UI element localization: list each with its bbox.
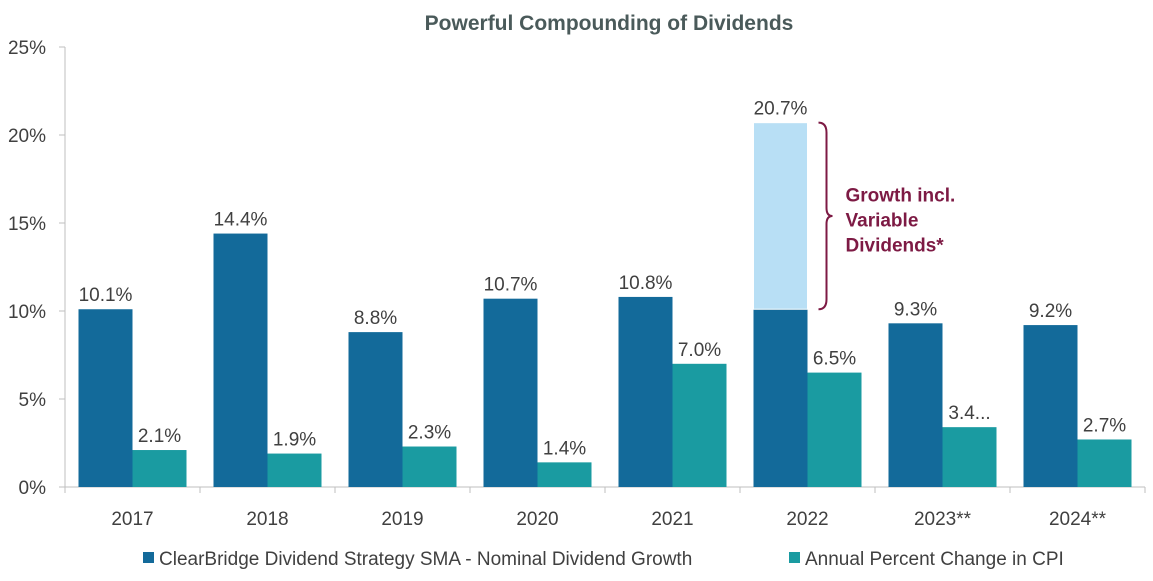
bar-cpi: [942, 427, 997, 487]
data-label-variable-dividends: 20.7%: [754, 99, 808, 120]
bar-dividend-growth: [1023, 325, 1078, 487]
bar-dividend-growth: [213, 233, 268, 487]
data-label-cpi: 6.5%: [813, 349, 856, 370]
bar-dividend-growth: [483, 298, 538, 487]
x-tick-label: 2022: [786, 509, 828, 530]
legend: ClearBridge Dividend Strategy SMA - Nomi…: [143, 549, 1064, 570]
y-tick-label: 0%: [19, 478, 47, 499]
bar-dividend-growth: [753, 309, 808, 487]
data-label-dividend-growth: 9.2%: [1029, 301, 1072, 322]
data-label-dividend-growth: 10.8%: [619, 273, 673, 294]
annotation-text: Variable: [846, 211, 919, 232]
bar-dividend-growth: [78, 309, 133, 487]
bar-dividend-growth: [618, 296, 673, 487]
y-tick-label: 20%: [8, 126, 46, 147]
bar-cpi: [537, 462, 592, 487]
data-label-cpi: 2.7%: [1083, 415, 1126, 436]
legend-label-dividend-growth: ClearBridge Dividend Strategy SMA - Nomi…: [159, 549, 692, 570]
data-label-cpi: 1.9%: [273, 430, 316, 451]
data-label-cpi: 7.0%: [678, 340, 721, 361]
bars: [78, 122, 1132, 487]
data-label-cpi: 1.4%: [543, 438, 586, 459]
x-tick-label: 2020: [516, 509, 558, 530]
annotation-text: Dividends*: [846, 236, 945, 257]
annotation-text: Growth incl.: [846, 186, 956, 207]
bar-dividend-growth: [348, 332, 403, 487]
axes: 0% 5% 10% 15% 20% 25% 2017 2018 2019 2020 2021 2022…: [8, 38, 1146, 530]
x-tick-label: 2017: [111, 509, 153, 530]
data-label-dividend-growth: 9.3%: [894, 299, 937, 320]
x-tick-label: 2021: [651, 509, 693, 530]
bar-cpi: [672, 363, 727, 487]
bar-cpi: [132, 450, 187, 487]
data-label-dividend-growth: 14.4%: [214, 210, 268, 231]
data-label-cpi: 3.4...: [948, 403, 990, 424]
bar-cpi: [402, 446, 457, 487]
bar-cpi: [267, 453, 322, 487]
legend-label-cpi: Annual Percent Change in CPI: [805, 549, 1064, 570]
data-label-dividend-growth: 10.7%: [484, 275, 538, 296]
data-label-cpi: 2.3%: [408, 423, 451, 444]
y-tick-label: 10%: [8, 302, 46, 323]
bar-cpi: [807, 372, 862, 487]
legend-swatch-dividend-growth: [143, 552, 154, 563]
data-label-dividend-growth: 8.8%: [354, 308, 397, 329]
x-tick-label: 2024**: [1049, 509, 1107, 530]
bar-variable-dividends: [753, 122, 808, 310]
y-tick-label: 15%: [8, 214, 46, 235]
y-tick-label: 25%: [8, 38, 46, 59]
bar-cpi: [1077, 439, 1132, 487]
variable-dividends-annotation: Growth incl. Variable Dividends*: [818, 121, 956, 311]
y-tick-label: 5%: [19, 390, 47, 411]
x-tick-label: 2018: [246, 509, 288, 530]
data-label-dividend-growth: 10.1%: [79, 285, 133, 306]
annotation-bracket: [818, 121, 833, 311]
legend-swatch-cpi: [789, 552, 800, 563]
data-labels: 10.1% 2.1% 14.4% 1.9% 8.8% 2.3% 10.7% 1.4% 10.8%…: [79, 99, 1127, 460]
x-tick-label: 2019: [381, 509, 423, 530]
chart-title: Powerful Compounding of Dividends: [425, 12, 794, 35]
x-tick-label: 2023**: [914, 509, 972, 530]
bar-dividend-growth: [888, 323, 943, 487]
data-label-cpi: 2.1%: [138, 426, 181, 447]
